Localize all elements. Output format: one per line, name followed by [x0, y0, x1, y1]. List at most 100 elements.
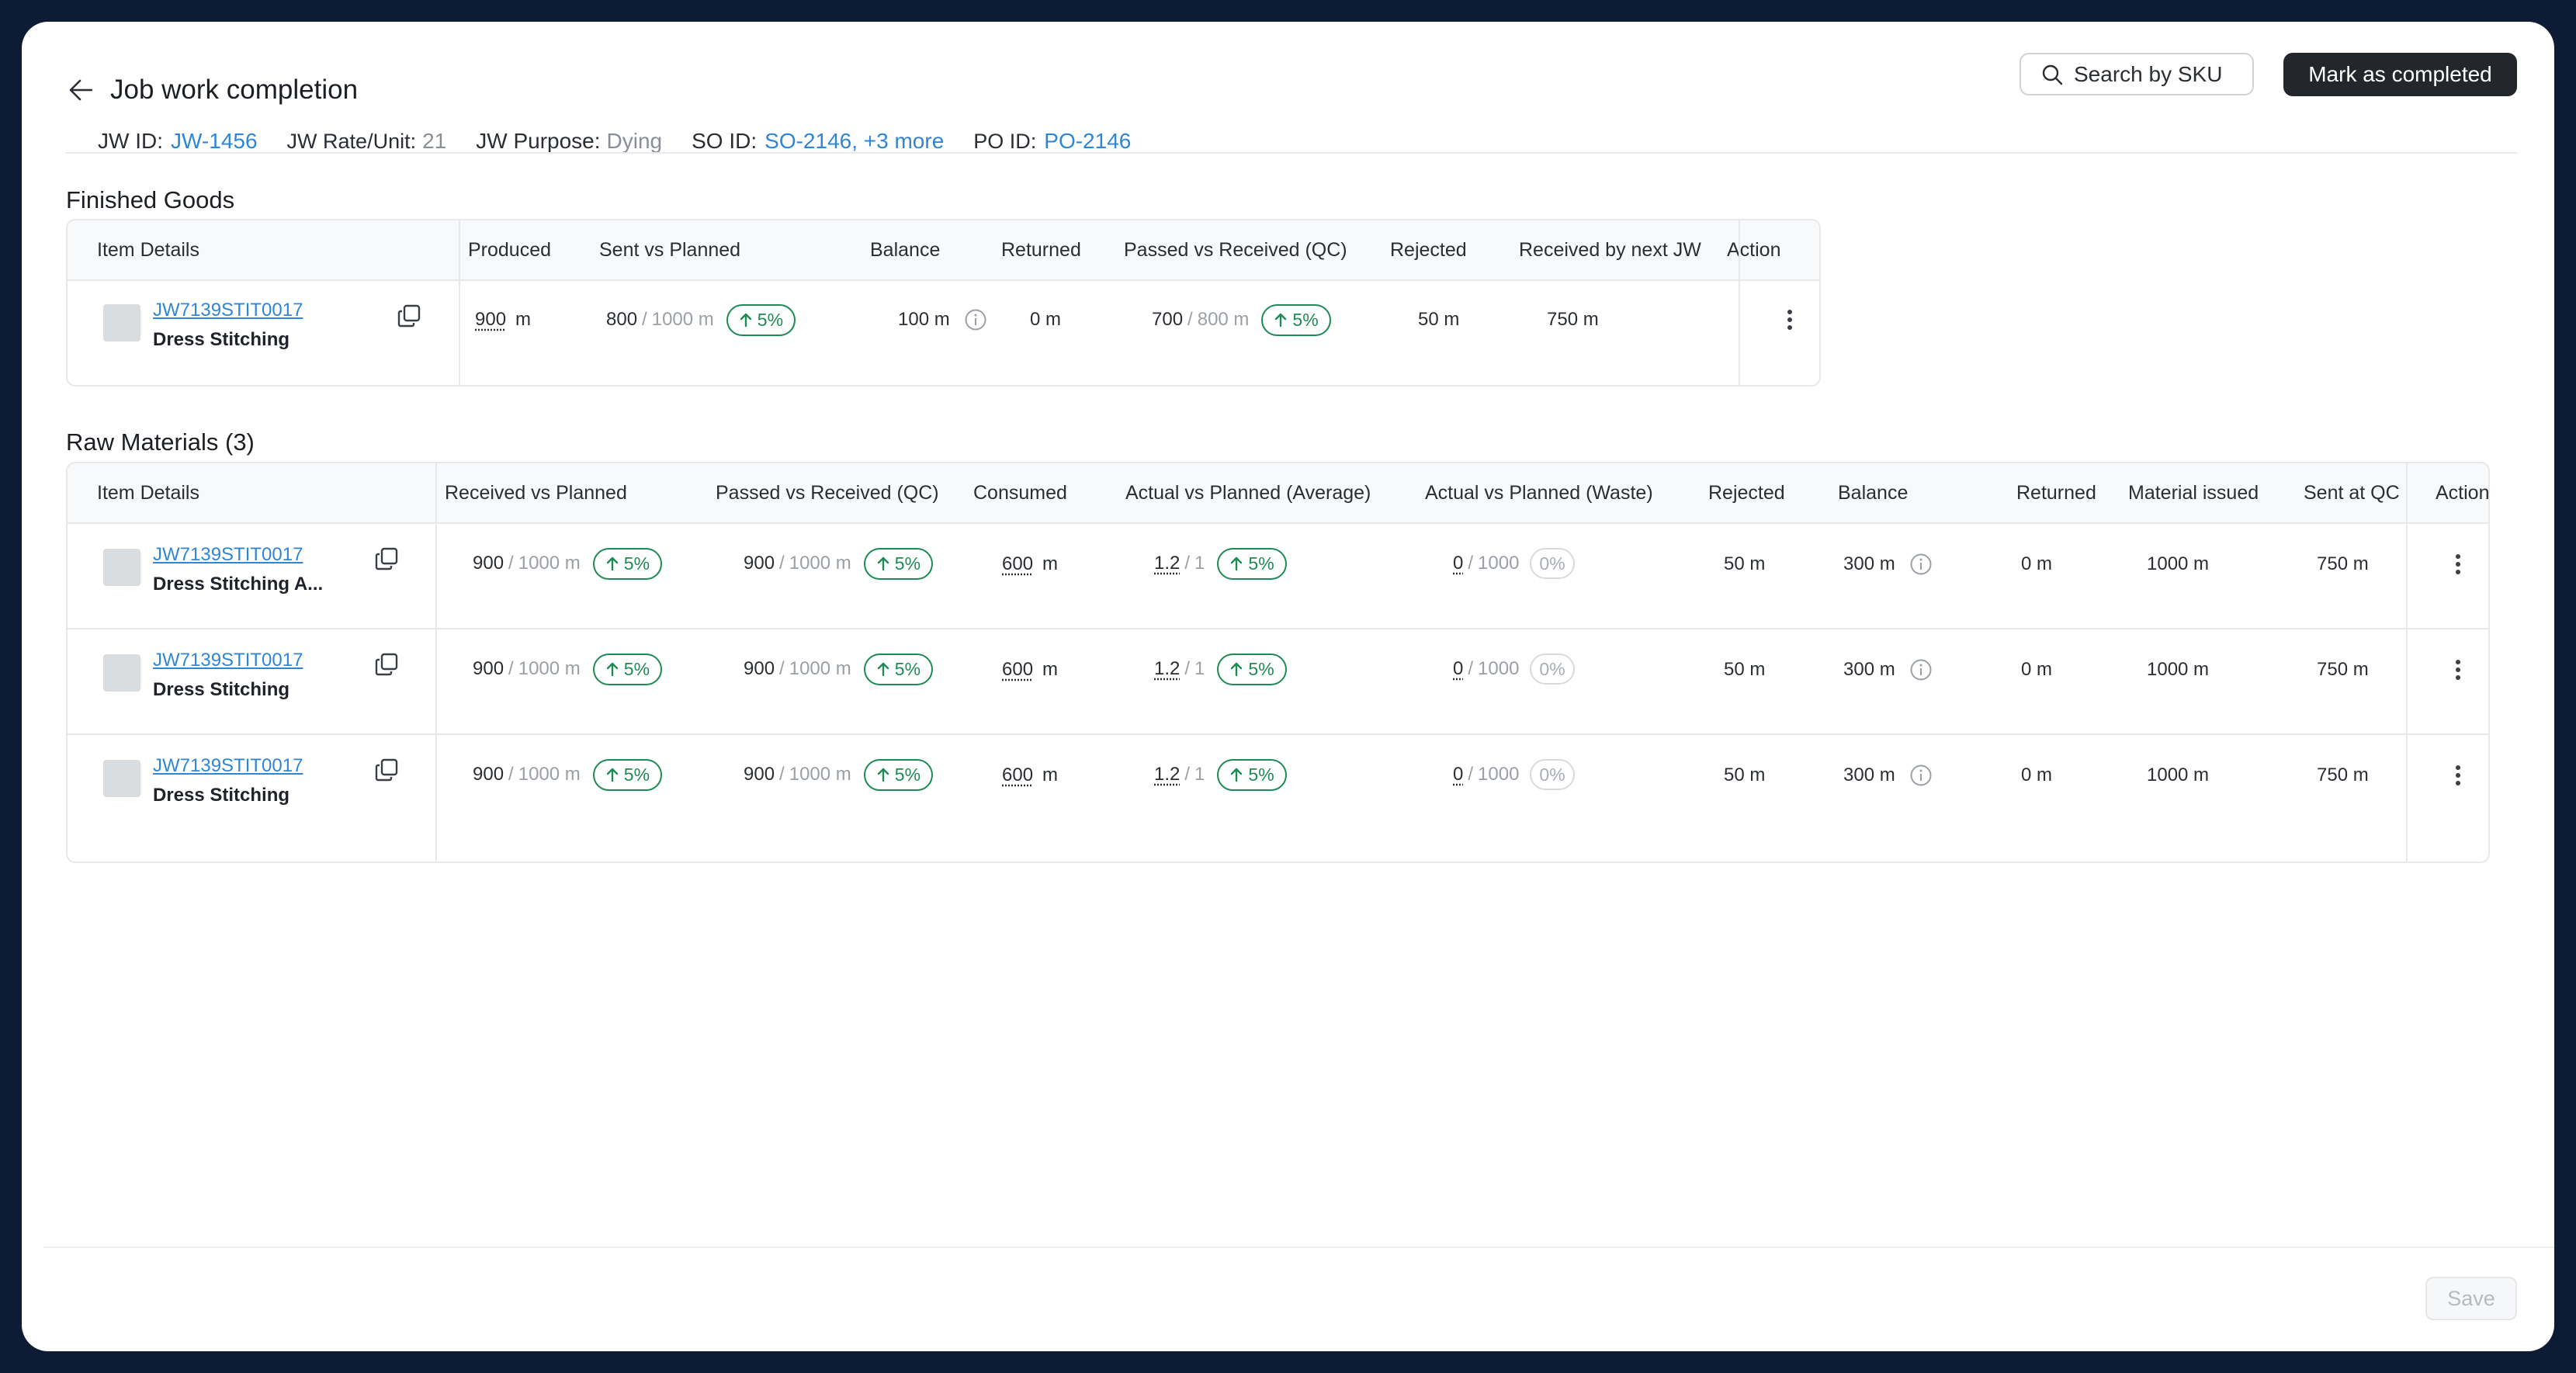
waste-actual[interactable]: 0	[1453, 658, 1464, 679]
column-header: Passed vs Received (QC)	[1124, 238, 1347, 261]
trend-badge: 5%	[592, 758, 663, 791]
trend-badge: 5%	[1217, 653, 1287, 685]
slash-separator: /	[1184, 764, 1191, 785]
column-header: Action	[1727, 238, 1781, 261]
waste-actual[interactable]: 0	[1453, 764, 1464, 785]
received-vs-planned-cell: 900 / 1000 m 5%	[473, 651, 663, 687]
waste-badge: 0%	[1530, 548, 1575, 579]
passed-value: 900	[744, 658, 775, 679]
passed-value: 900	[744, 553, 775, 574]
copy-icon[interactable]	[397, 304, 421, 328]
column-divider	[1739, 220, 1740, 385]
waste-planned: 1000	[1478, 658, 1520, 679]
average-planned: 1	[1194, 658, 1205, 679]
trend-badge: 5%	[592, 653, 663, 685]
planned-value: 1000 m	[518, 658, 581, 679]
waste-badge: 0%	[1530, 759, 1575, 790]
received-vs-planned-cell: 900 / 1000 m 5%	[473, 757, 663, 792]
average-cell: 1.2 / 1 5%	[1154, 546, 1287, 581]
more-vertical-icon	[2456, 554, 2460, 574]
po-id-link[interactable]: PO-2146	[1044, 129, 1132, 153]
info-icon[interactable]	[1909, 764, 1933, 787]
passed-vs-received-cell: 900 / 1000 m 5%	[744, 757, 934, 792]
produced-cell: 900 m	[475, 304, 531, 335]
footer-divider	[43, 1246, 2554, 1248]
average-actual[interactable]: 1.2	[1154, 553, 1181, 574]
balance-cell: 100 m	[898, 304, 987, 335]
trend-badge: 5%	[1261, 303, 1331, 336]
sku-link[interactable]: JW7139STIT0017	[153, 300, 303, 321]
arrow-up-icon	[1231, 556, 1243, 571]
copy-icon[interactable]	[375, 758, 398, 782]
waste-actual[interactable]: 0	[1453, 553, 1464, 574]
info-icon[interactable]	[964, 308, 987, 331]
table-row: JW7139STIT0017 Dress Stitching 900 / 100…	[68, 629, 2488, 735]
sent-at-qc-cell: 750 m	[2317, 553, 2369, 574]
arrow-up-icon	[606, 556, 618, 571]
row-actions-menu[interactable]	[2447, 760, 2469, 791]
sku-link[interactable]: JW7139STIT0017	[153, 650, 303, 671]
trend-value: 5%	[623, 764, 650, 785]
column-header: Action	[2436, 481, 2490, 504]
waste-cell: 0 / 1000 0%	[1453, 757, 1575, 792]
arrow-up-icon	[1275, 313, 1287, 328]
average-actual[interactable]: 1.2	[1154, 658, 1181, 679]
trend-value: 5%	[757, 309, 784, 330]
header-divider	[65, 152, 2517, 154]
page-header: Job work completion	[65, 75, 358, 106]
consumed-value[interactable]: 600	[1002, 659, 1034, 680]
info-icon[interactable]	[1909, 553, 1933, 576]
item-name: Dress Stitching A...	[153, 574, 324, 595]
search-by-sku-button[interactable]: Search by SKU	[2020, 53, 2254, 95]
slash-separator: /	[1468, 553, 1474, 574]
item-thumbnail	[103, 654, 140, 692]
column-header: Consumed	[973, 481, 1067, 504]
slash-separator: /	[779, 658, 785, 679]
trend-badge: 5%	[726, 303, 796, 336]
passed-value: 900	[744, 764, 775, 785]
average-actual[interactable]: 1.2	[1154, 764, 1181, 785]
item-thumbnail	[103, 760, 140, 797]
balance-value: 100 m	[898, 309, 950, 330]
received-total: 1000 m	[789, 658, 851, 679]
mark-as-completed-button[interactable]: Mark as completed	[2283, 53, 2517, 96]
jw-id-link[interactable]: JW-1456	[171, 129, 258, 153]
copy-icon[interactable]	[375, 547, 398, 570]
produced-value[interactable]: 900	[475, 309, 507, 330]
planned-value: 1000 m	[651, 309, 714, 330]
row-actions-menu[interactable]	[1779, 304, 1801, 335]
save-button[interactable]: Save	[2425, 1277, 2517, 1320]
row-actions-menu[interactable]	[2447, 654, 2469, 685]
row-actions-menu[interactable]	[2447, 549, 2469, 580]
consumed-value[interactable]: 600	[1002, 553, 1034, 574]
sent-at-qc-cell: 750 m	[2317, 765, 2369, 785]
info-icon[interactable]	[1909, 658, 1933, 681]
so-id-link[interactable]: SO-2146, +3 more	[764, 129, 945, 153]
rejected-cell: 50 m	[1418, 309, 1460, 330]
balance-cell: 300 m	[1843, 654, 1933, 685]
column-header: Item Details	[97, 238, 199, 261]
material-issued-cell: 1000 m	[2147, 553, 2210, 574]
rejected-cell: 50 m	[1724, 553, 1766, 574]
column-header: Passed vs Received (QC)	[716, 481, 939, 504]
consumed-unit: m	[1042, 765, 1059, 785]
planned-value: 1000 m	[518, 553, 581, 574]
sku-link[interactable]: JW7139STIT0017	[153, 755, 303, 776]
trend-value: 5%	[1248, 764, 1274, 785]
slash-separator: /	[1187, 309, 1193, 330]
column-header: Actual vs Planned (Waste)	[1425, 481, 1653, 504]
table-header: Item Details Produced Sent vs Planned Ba…	[68, 220, 1819, 281]
sku-link[interactable]: JW7139STIT0017	[153, 544, 303, 565]
copy-icon[interactable]	[375, 653, 398, 676]
slash-separator: /	[1184, 553, 1191, 574]
column-divider	[2406, 463, 2408, 862]
slash-separator: /	[508, 764, 514, 785]
balance-cell: 300 m	[1843, 760, 1933, 791]
balance-value: 300 m	[1843, 765, 1895, 785]
trend-badge: 5%	[863, 653, 934, 685]
trend-badge: 5%	[863, 547, 934, 580]
column-header: Material issued	[2128, 481, 2259, 504]
back-arrow-icon[interactable]	[65, 75, 96, 106]
raw-materials-title: Raw Materials (3)	[66, 428, 255, 456]
consumed-value[interactable]: 600	[1002, 765, 1034, 785]
